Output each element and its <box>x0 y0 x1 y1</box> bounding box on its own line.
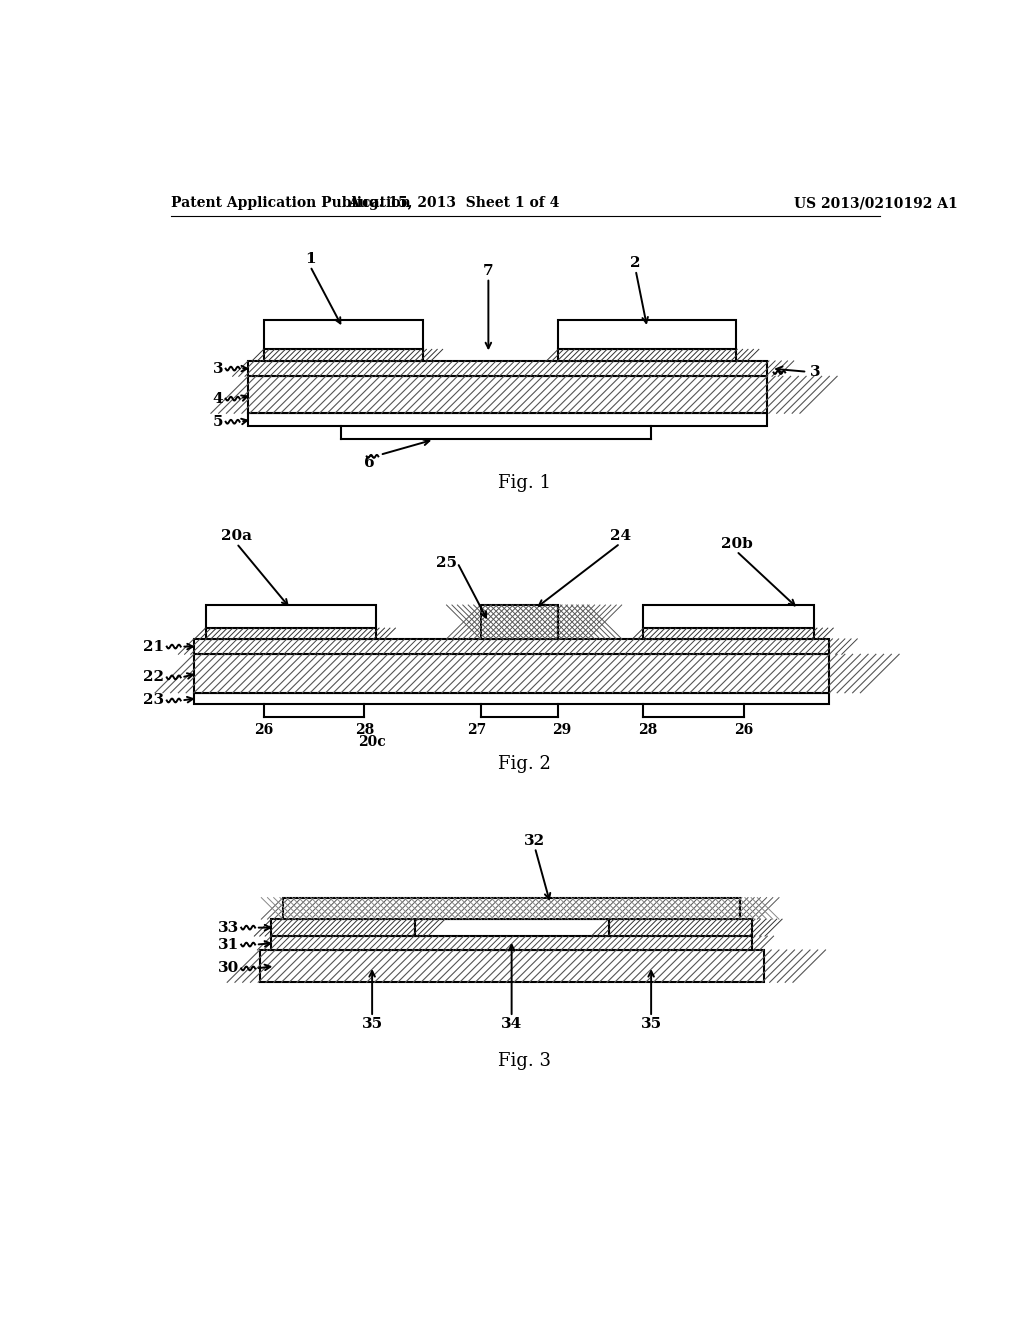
Text: 28: 28 <box>354 723 374 737</box>
Text: 20a: 20a <box>221 529 252 544</box>
Bar <box>248 413 767 425</box>
Text: 20b: 20b <box>721 537 753 552</box>
Bar <box>206 628 376 639</box>
Bar <box>480 605 558 639</box>
Bar <box>608 919 752 936</box>
Bar <box>206 605 376 628</box>
Bar <box>248 376 767 413</box>
Text: Fig. 3: Fig. 3 <box>499 1052 551 1069</box>
Text: 30: 30 <box>217 961 239 975</box>
Text: 31: 31 <box>217 937 239 952</box>
Text: Patent Application Publication: Patent Application Publication <box>171 197 411 210</box>
Bar <box>480 605 558 639</box>
Bar <box>415 919 608 936</box>
Text: 4: 4 <box>213 392 223 405</box>
Bar <box>263 350 423 360</box>
Bar <box>480 605 558 639</box>
Bar <box>194 639 829 655</box>
Bar <box>643 628 814 639</box>
Bar <box>194 655 829 693</box>
Bar <box>283 898 740 919</box>
Bar <box>248 360 767 376</box>
Text: 33: 33 <box>217 920 239 935</box>
Text: 23: 23 <box>143 693 165 708</box>
Bar <box>194 639 829 655</box>
Text: 20c: 20c <box>358 735 386 750</box>
Text: 34: 34 <box>501 1016 522 1031</box>
Text: US 2013/0210192 A1: US 2013/0210192 A1 <box>795 197 958 210</box>
Text: 3: 3 <box>776 366 820 379</box>
Text: 35: 35 <box>361 1016 383 1031</box>
Text: 21: 21 <box>143 640 165 653</box>
Text: 27: 27 <box>467 723 486 737</box>
Bar <box>271 919 415 936</box>
Text: 5: 5 <box>213 414 223 429</box>
Bar <box>194 655 829 693</box>
Bar <box>263 321 423 350</box>
Bar <box>194 693 829 705</box>
Bar <box>206 628 376 639</box>
Bar <box>643 628 814 639</box>
Bar <box>480 605 558 639</box>
Text: Fig. 2: Fig. 2 <box>499 755 551 774</box>
Bar <box>260 950 764 982</box>
Text: 24: 24 <box>609 529 631 544</box>
Text: 22: 22 <box>143 671 165 684</box>
Text: 3: 3 <box>213 362 223 376</box>
Text: Aug. 15, 2013  Sheet 1 of 4: Aug. 15, 2013 Sheet 1 of 4 <box>348 197 559 210</box>
Bar <box>271 936 752 950</box>
Bar <box>558 321 736 350</box>
Text: 25: 25 <box>436 556 458 570</box>
Bar <box>263 350 423 360</box>
Bar <box>271 936 752 950</box>
Bar <box>283 898 740 919</box>
Bar <box>260 950 764 982</box>
Text: 29: 29 <box>552 723 571 737</box>
Text: 26: 26 <box>254 723 273 737</box>
Bar <box>608 919 752 936</box>
Text: 35: 35 <box>641 1016 662 1031</box>
Text: 2: 2 <box>631 256 641 271</box>
Bar <box>283 898 740 919</box>
Text: 28: 28 <box>638 723 656 737</box>
Bar <box>643 605 814 628</box>
Text: Fig. 1: Fig. 1 <box>499 474 551 492</box>
Bar <box>248 360 767 376</box>
Bar <box>283 898 740 919</box>
Text: 7: 7 <box>483 264 494 277</box>
Text: 26: 26 <box>734 723 754 737</box>
Text: 6: 6 <box>365 457 375 470</box>
Bar <box>248 376 767 413</box>
Text: 32: 32 <box>524 833 546 847</box>
Bar <box>558 350 736 360</box>
Bar <box>271 919 415 936</box>
Bar <box>558 350 736 360</box>
Text: 1: 1 <box>305 252 315 267</box>
